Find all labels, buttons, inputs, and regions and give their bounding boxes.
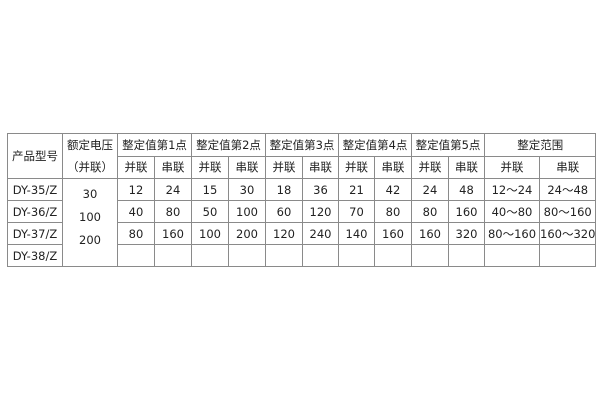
value-cell: 15 [191,178,229,201]
value-cell: 100 [191,222,229,245]
value-cell [338,244,375,267]
value-cell: 24～48 [538,178,597,201]
model-cell: DY-35/Z [7,178,63,201]
value-cell: 120 [302,200,339,223]
header-sub: 并联 [484,155,540,179]
value-cell: 36 [302,178,339,201]
value-cell: 160～320 [538,222,597,245]
value-cell: 80～160 [484,222,540,245]
header-group: 整定值第2点 [191,133,266,157]
value-cell [538,244,597,267]
header-group: 整定范围 [483,133,597,157]
header-sub: 串联 [228,155,266,179]
voltage-list: 30 100 200 [63,179,117,266]
value-cell: 200 [228,222,266,245]
table-row: DY-35/Z 30 100 200 12 24 15 30 18 36 21 42 24 48 12～24… [7,178,597,267]
header-voltage-label: 额定电压 [67,138,113,152]
value-cell: 12～24 [484,178,540,201]
header-sub: 并联 [117,155,155,179]
settings-table: 产品型号 额定电压 （并联） 整定值第1点 整定值第2点 整定值第3点 整定值第… [7,133,597,267]
header-sub: 串联 [154,155,192,179]
value-cell: 140 [338,222,375,245]
header-sub: 串联 [448,155,485,179]
header-sub: 并联 [411,155,449,179]
value-cell [154,244,192,267]
header-group: 整定值第3点 [265,133,339,157]
value-cell [374,244,412,267]
value-cell: 40 [117,200,155,223]
header-model: 产品型号 [7,133,63,179]
value-cell: 160 [154,222,192,245]
value-cell [411,244,449,267]
value-cell: 120 [265,222,303,245]
voltage-value: 30 [82,187,98,201]
value-cell: 160 [374,222,412,245]
value-cell [117,244,155,267]
value-cell: 80 [374,200,412,223]
value-cell: 50 [191,200,229,223]
header-voltage-sub: （并联） [67,160,113,174]
value-cell: 320 [448,222,485,245]
header-sub: 并联 [338,155,375,179]
value-cell: 24 [411,178,449,201]
header-row-1: 产品型号 额定电压 （并联） 整定值第1点 整定值第2点 整定值第3点 整定值第… [7,133,597,179]
value-cell [448,244,485,267]
value-cell [265,244,303,267]
table-row: DY-38/Z [7,244,597,267]
value-cell [484,244,540,267]
table-row: DY-37/Z 80 160 100 200 120 240 140 160 160 320 80～1… [7,222,597,245]
model-cell: DY-36/Z [7,200,63,223]
model-cell: DY-37/Z [7,222,63,245]
value-cell: 18 [265,178,303,201]
value-cell: 24 [154,178,192,201]
header-sub: 串联 [302,155,339,179]
voltage-value: 200 [79,233,101,247]
value-cell: 160 [411,222,449,245]
table-row: DY-36/Z 40 80 50 100 60 120 70 80 80 160 40～80 80～16… [7,200,597,223]
value-cell: 12 [117,178,155,201]
header-row-2: 并联 串联 并联 串联 并联 串联 并联 串联 并联 串联 并联 串联 [8,155,597,179]
value-cell: 70 [338,200,375,223]
value-cell: 240 [302,222,339,245]
voltage-cell: 30 100 200 [62,178,118,267]
header-group: 整定值第4点 [338,133,412,157]
header-group: 整定值第5点 [411,133,485,157]
value-cell: 40～80 [484,200,540,223]
voltage-value: 100 [79,210,101,224]
header-voltage: 额定电压 （并联） [62,133,118,179]
header-sub: 串联 [374,155,412,179]
header-sub: 串联 [538,155,597,179]
value-cell: 80 [154,200,192,223]
value-cell: 80～160 [538,200,597,223]
value-cell: 30 [228,178,266,201]
value-cell: 48 [448,178,485,201]
value-cell: 42 [374,178,412,201]
header-group: 整定值第1点 [117,133,192,157]
value-cell [302,244,339,267]
header-sub: 并联 [265,155,303,179]
value-cell: 80 [411,200,449,223]
value-cell: 100 [228,200,266,223]
value-cell: 21 [338,178,375,201]
value-cell [191,244,229,267]
value-cell [228,244,266,267]
value-cell: 80 [117,222,155,245]
model-cell: DY-38/Z [7,244,63,267]
header-sub: 并联 [191,155,229,179]
value-cell: 60 [265,200,303,223]
value-cell: 160 [448,200,485,223]
